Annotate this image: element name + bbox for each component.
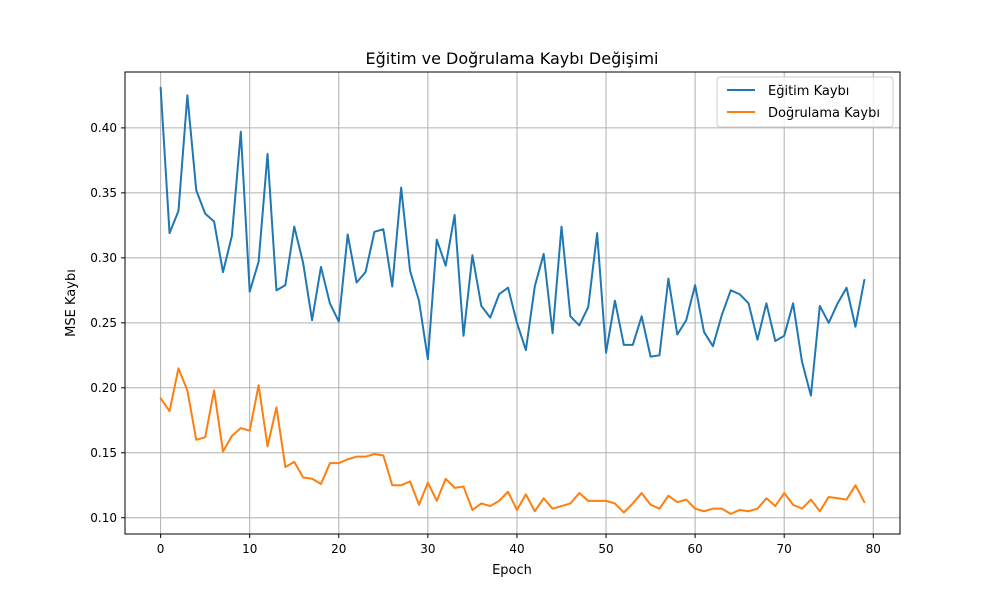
y-tick-label: 0.35 <box>90 186 117 200</box>
series-line-dogrulama-kaybi <box>159 367 866 515</box>
y-tick-label: 0.25 <box>90 316 117 330</box>
x-tick-label: 40 <box>509 542 524 556</box>
x-tick-label: 30 <box>420 542 435 556</box>
legend: Eğitim Kaybı Doğrulama Kaybı <box>716 76 894 128</box>
plot-frame <box>124 71 901 535</box>
x-tick-label: 80 <box>866 542 881 556</box>
series-line-egitim-kaybi <box>159 86 866 397</box>
x-tick-label: 50 <box>598 542 613 556</box>
x-tick-label: 60 <box>687 542 702 556</box>
y-tick-label: 0.15 <box>90 446 117 460</box>
chart-title: Eğitim ve Doğrulama Kaybı Değişimi <box>366 49 659 68</box>
y-tick-label: 0.10 <box>90 511 117 525</box>
x-tick-label: 0 <box>157 542 165 556</box>
series-lines <box>159 86 866 515</box>
y-axis-ticks: 0.10 0.15 0.20 0.25 0.30 0.35 0.40 <box>90 121 125 525</box>
x-axis-ticks: 0 10 20 30 40 50 60 70 80 <box>157 534 881 556</box>
y-tick-label: 0.30 <box>90 251 117 265</box>
legend-label-dogrulama: Doğrulama Kaybı <box>768 106 880 121</box>
legend-box <box>716 76 894 128</box>
y-tick-label: 0.40 <box>90 121 117 135</box>
x-tick-label: 10 <box>242 542 257 556</box>
grid-lines <box>125 72 900 534</box>
x-axis-label: Epoch <box>492 563 532 578</box>
y-axis-label: MSE Kaybı <box>64 269 79 337</box>
x-tick-label: 20 <box>331 542 346 556</box>
legend-label-egitim: Eğitim Kaybı <box>768 84 849 99</box>
x-tick-label: 70 <box>777 542 792 556</box>
y-tick-label: 0.20 <box>90 381 117 395</box>
